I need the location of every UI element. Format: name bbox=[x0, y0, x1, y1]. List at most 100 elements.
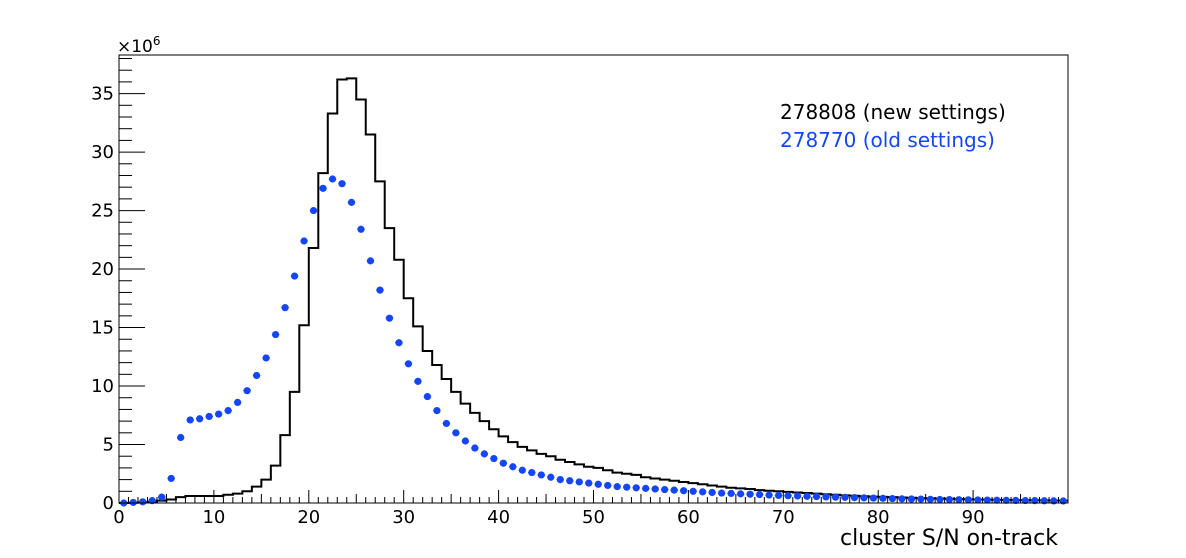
data-point bbox=[215, 410, 223, 418]
data-point bbox=[366, 257, 375, 265]
data-point bbox=[177, 433, 185, 442]
data-point bbox=[765, 491, 773, 499]
data-point bbox=[869, 494, 878, 502]
data-point bbox=[158, 493, 166, 501]
data-point bbox=[755, 490, 764, 499]
y-tick-label: 20 bbox=[91, 259, 114, 280]
data-point bbox=[442, 419, 451, 428]
x-tick-label: 10 bbox=[202, 507, 225, 528]
y-multiplier-exponent: 6 bbox=[153, 34, 161, 48]
data-point bbox=[404, 360, 413, 368]
data-point bbox=[879, 494, 887, 502]
data-point bbox=[224, 406, 232, 415]
plot-frame bbox=[118, 54, 1069, 504]
x-axis-title: cluster S/N on-track bbox=[840, 526, 1058, 551]
data-point bbox=[974, 496, 982, 504]
x-tick-label: 50 bbox=[582, 507, 605, 528]
data-point bbox=[661, 485, 669, 494]
data-point bbox=[888, 494, 897, 503]
data-point bbox=[983, 496, 991, 504]
data-point bbox=[186, 416, 194, 424]
x-tick-label: 30 bbox=[392, 507, 415, 528]
data-point bbox=[850, 494, 859, 502]
data-point bbox=[499, 459, 507, 467]
data-point bbox=[347, 198, 356, 206]
y-tick-label: 5 bbox=[103, 435, 114, 456]
data-point bbox=[290, 272, 299, 280]
data-point bbox=[718, 489, 726, 497]
y-tick-label: 15 bbox=[91, 318, 114, 339]
data-point bbox=[518, 466, 526, 474]
data-point bbox=[129, 498, 137, 507]
data-point bbox=[575, 478, 583, 486]
data-point bbox=[385, 314, 394, 322]
axes: 0 10 20 30 40 50 60 70 80 90 0 5 10 15 20 25 30 35 bbox=[91, 58, 1069, 528]
x-tick-label: 0 bbox=[113, 507, 124, 528]
y-tick-label: 10 bbox=[91, 376, 114, 397]
data-point bbox=[632, 484, 640, 492]
data-point bbox=[566, 477, 574, 485]
data-point bbox=[1031, 497, 1039, 505]
data-point bbox=[433, 406, 441, 415]
plot-marks bbox=[119, 77, 1068, 507]
data-point bbox=[1012, 496, 1020, 505]
data-point bbox=[623, 483, 631, 491]
data-point bbox=[205, 412, 213, 421]
data-point bbox=[234, 398, 242, 407]
data-point bbox=[328, 175, 337, 183]
data-point bbox=[670, 486, 678, 494]
data-point bbox=[699, 488, 707, 496]
data-point bbox=[926, 495, 934, 503]
data-point bbox=[509, 463, 517, 471]
data-point bbox=[746, 490, 754, 498]
y-tick-label: 30 bbox=[91, 142, 114, 163]
data-point bbox=[1021, 496, 1029, 505]
data-point bbox=[547, 473, 555, 481]
data-point bbox=[604, 481, 612, 490]
data-point bbox=[300, 237, 308, 245]
data-point bbox=[784, 492, 792, 500]
data-point bbox=[736, 490, 745, 498]
data-point bbox=[585, 479, 593, 487]
data-point bbox=[841, 493, 849, 501]
data-point bbox=[860, 494, 868, 502]
x-tick-label: 90 bbox=[962, 507, 985, 528]
data-point bbox=[774, 491, 783, 499]
data-point bbox=[945, 496, 953, 504]
data-point bbox=[528, 468, 536, 477]
data-point bbox=[831, 493, 840, 501]
y-multiplier-label: ×106 bbox=[117, 34, 161, 57]
legend-entry-old-settings: 278770 (old settings) bbox=[780, 128, 995, 152]
data-point bbox=[917, 495, 925, 503]
data-point bbox=[395, 339, 403, 347]
data-point bbox=[471, 444, 479, 452]
data-point bbox=[167, 474, 175, 483]
data-point bbox=[309, 206, 318, 215]
data-point bbox=[651, 485, 659, 493]
legend-entry-new-settings: 278808 (new settings) bbox=[780, 100, 1006, 124]
data-point bbox=[423, 392, 432, 401]
data-point bbox=[253, 371, 261, 380]
data-point bbox=[936, 495, 944, 504]
y-tick-label: 35 bbox=[91, 84, 114, 105]
data-point bbox=[376, 286, 384, 294]
data-point bbox=[907, 495, 916, 503]
data-point bbox=[338, 180, 346, 188]
data-point bbox=[964, 496, 972, 504]
data-point bbox=[727, 489, 735, 498]
data-point bbox=[271, 330, 280, 339]
data-point bbox=[262, 354, 270, 362]
data-point bbox=[594, 480, 602, 488]
data-point bbox=[148, 497, 156, 505]
data-point bbox=[461, 437, 469, 445]
x-tick-label: 60 bbox=[677, 507, 700, 528]
data-point bbox=[689, 487, 697, 495]
data-point bbox=[812, 492, 821, 501]
data-point bbox=[480, 450, 488, 458]
data-point bbox=[414, 377, 422, 385]
data-point bbox=[803, 492, 811, 500]
data-point bbox=[319, 184, 327, 192]
x-tick-label: 40 bbox=[487, 507, 510, 528]
data-point bbox=[1059, 497, 1067, 505]
data-point bbox=[955, 496, 963, 504]
